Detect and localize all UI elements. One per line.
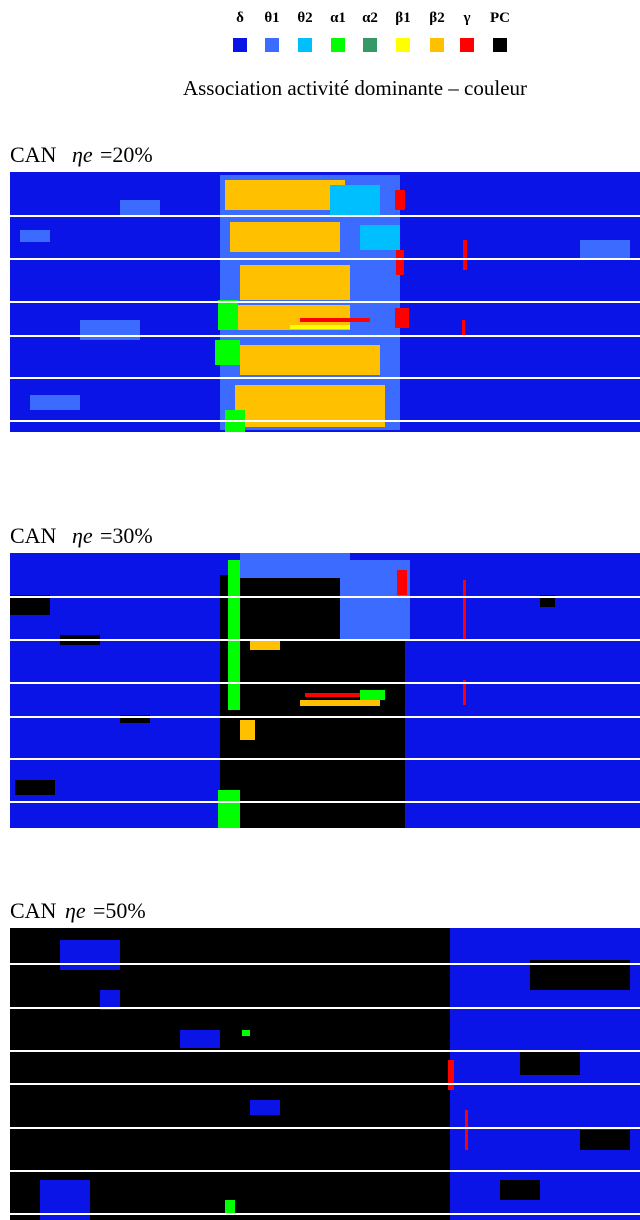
map-region: [250, 1100, 280, 1115]
map-separator: [10, 335, 640, 337]
legend-label: θ1: [264, 10, 279, 26]
legend-swatch: [331, 38, 345, 52]
map-separator: [10, 639, 640, 641]
map-region: [463, 240, 467, 270]
map-region: [463, 680, 466, 705]
map-region: [520, 1050, 580, 1075]
map-region: [180, 1030, 220, 1048]
map-region: [305, 693, 365, 697]
panel-symbol: ηe: [72, 523, 93, 548]
panel-name: CAN: [10, 523, 57, 548]
map-separator: [10, 1213, 640, 1215]
map-separator: [10, 301, 640, 303]
map-region: [228, 560, 240, 710]
legend-label: β2: [429, 10, 444, 26]
map-region: [10, 595, 50, 615]
map-region: [15, 780, 55, 795]
map-region: [300, 700, 380, 706]
panel-setting: =20%: [100, 142, 153, 167]
map-separator: [10, 963, 640, 965]
legend-label: α2: [362, 10, 378, 26]
map-separator: [10, 1083, 640, 1085]
panel-name: CAN: [10, 142, 57, 167]
map-region: [240, 265, 350, 300]
map-separator: [10, 682, 640, 684]
panel-symbol: ηe: [72, 142, 93, 167]
map-separator: [10, 1127, 640, 1129]
map-region: [218, 300, 238, 330]
map-region: [218, 790, 240, 828]
map-region: [250, 640, 280, 650]
map-region: [462, 320, 465, 335]
legend-swatch: [233, 38, 247, 52]
map-region: [30, 395, 80, 410]
legend-swatch: [363, 38, 377, 52]
map-region: [580, 240, 630, 260]
legend-label: β1: [395, 10, 410, 26]
map-region: [360, 690, 385, 700]
map-separator: [10, 1170, 640, 1172]
map-separator: [10, 596, 640, 598]
panel-symbol: ηe: [65, 898, 86, 923]
map-region: [225, 1200, 235, 1215]
legend-swatch: [460, 38, 474, 52]
map-region: [300, 318, 370, 322]
panel-setting: =50%: [93, 898, 146, 923]
map-region: [448, 1060, 454, 1090]
legend-caption: Association activité dominante – couleur: [183, 76, 527, 100]
legend-label: PC: [490, 10, 510, 26]
map-region: [20, 230, 50, 242]
map-region: [290, 325, 350, 329]
map-region: [120, 200, 160, 215]
map-separator: [10, 801, 640, 803]
map-region: [465, 1110, 468, 1150]
map-region: [215, 340, 240, 365]
map-region: [240, 720, 255, 740]
map-region: [230, 222, 340, 252]
map-separator: [10, 420, 640, 422]
map-region: [395, 190, 405, 210]
map-region: [580, 1130, 630, 1150]
map-region: [397, 570, 407, 595]
map-region: [242, 1030, 250, 1036]
panel-setting: =30%: [100, 523, 153, 548]
legend-swatch: [265, 38, 279, 52]
map-separator: [10, 758, 640, 760]
map-separator: [10, 215, 640, 217]
map-region: [360, 225, 400, 250]
map-region: [463, 580, 466, 640]
map-separator: [10, 258, 640, 260]
map-separator: [10, 716, 640, 718]
map-region: [330, 185, 380, 215]
map-separator: [10, 377, 640, 379]
legend-swatch: [396, 38, 410, 52]
legend-label: θ2: [297, 10, 312, 26]
map-region: [120, 715, 150, 723]
legend-label: α1: [330, 10, 346, 26]
legend-label: δ: [236, 10, 244, 26]
panel-name: CAN: [10, 898, 57, 923]
map-region: [500, 1180, 540, 1200]
legend-swatch: [298, 38, 312, 52]
map-region: [240, 553, 350, 578]
legend-label: γ: [462, 10, 470, 26]
map-separator: [10, 1007, 640, 1009]
map-region: [240, 345, 380, 375]
map-region: [396, 250, 404, 275]
legend-swatch: [430, 38, 444, 52]
map-region: [60, 940, 120, 970]
map-region: [100, 990, 120, 1010]
map-region: [225, 180, 345, 210]
map-region: [395, 308, 409, 328]
legend-swatch: [493, 38, 507, 52]
map-separator: [10, 1050, 640, 1052]
